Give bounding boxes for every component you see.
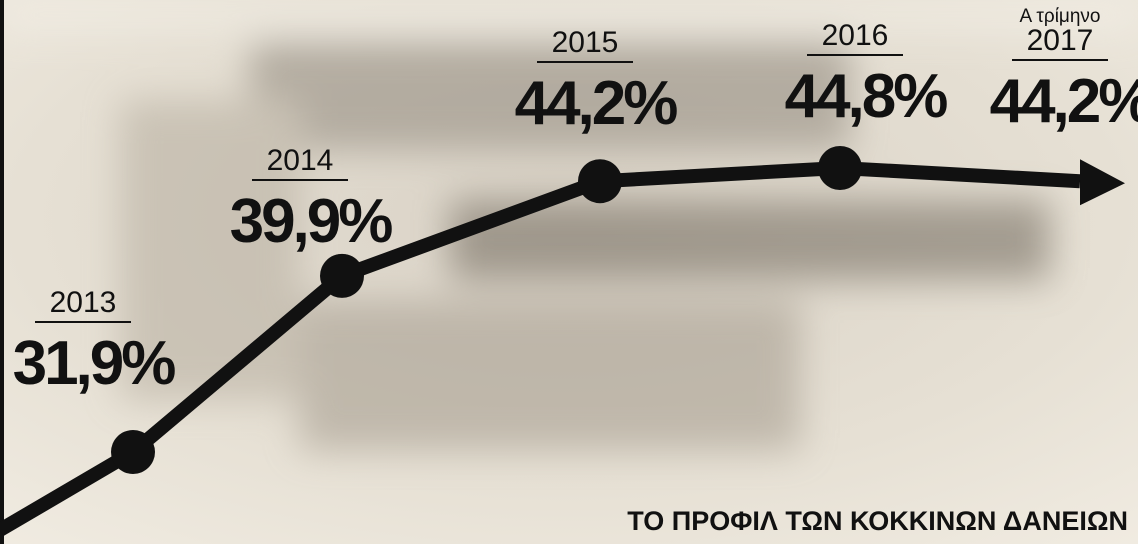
border [0,0,4,544]
annotation: Α τρίμηνο [1019,6,1100,27]
point [578,159,622,204]
year-label: 2015 [552,26,619,59]
value-label: 44,2% [515,69,678,138]
point [320,253,364,298]
value-label: 39,9% [230,187,393,256]
chart-title: ΤΟ ΠΡΟΦΙΛ ΤΩΝ ΚΟΚΚΙΝΩΝ ΔΑΝΕΙΩΝ [627,506,1128,536]
point [1079,180,1081,183]
year-label: 2013 [50,286,117,319]
year-label: 2014 [267,144,334,177]
value-label: 44,2% [990,67,1138,136]
point [111,430,155,474]
arrow-head [1080,159,1125,206]
year-label: 2017 [1027,24,1094,57]
value-label: 31,9% [13,329,176,398]
year-label: 2016 [822,19,889,52]
point [818,146,862,190]
value-label: 44,8% [785,62,948,131]
background-photo [0,0,1138,450]
line-lead [0,445,137,537]
